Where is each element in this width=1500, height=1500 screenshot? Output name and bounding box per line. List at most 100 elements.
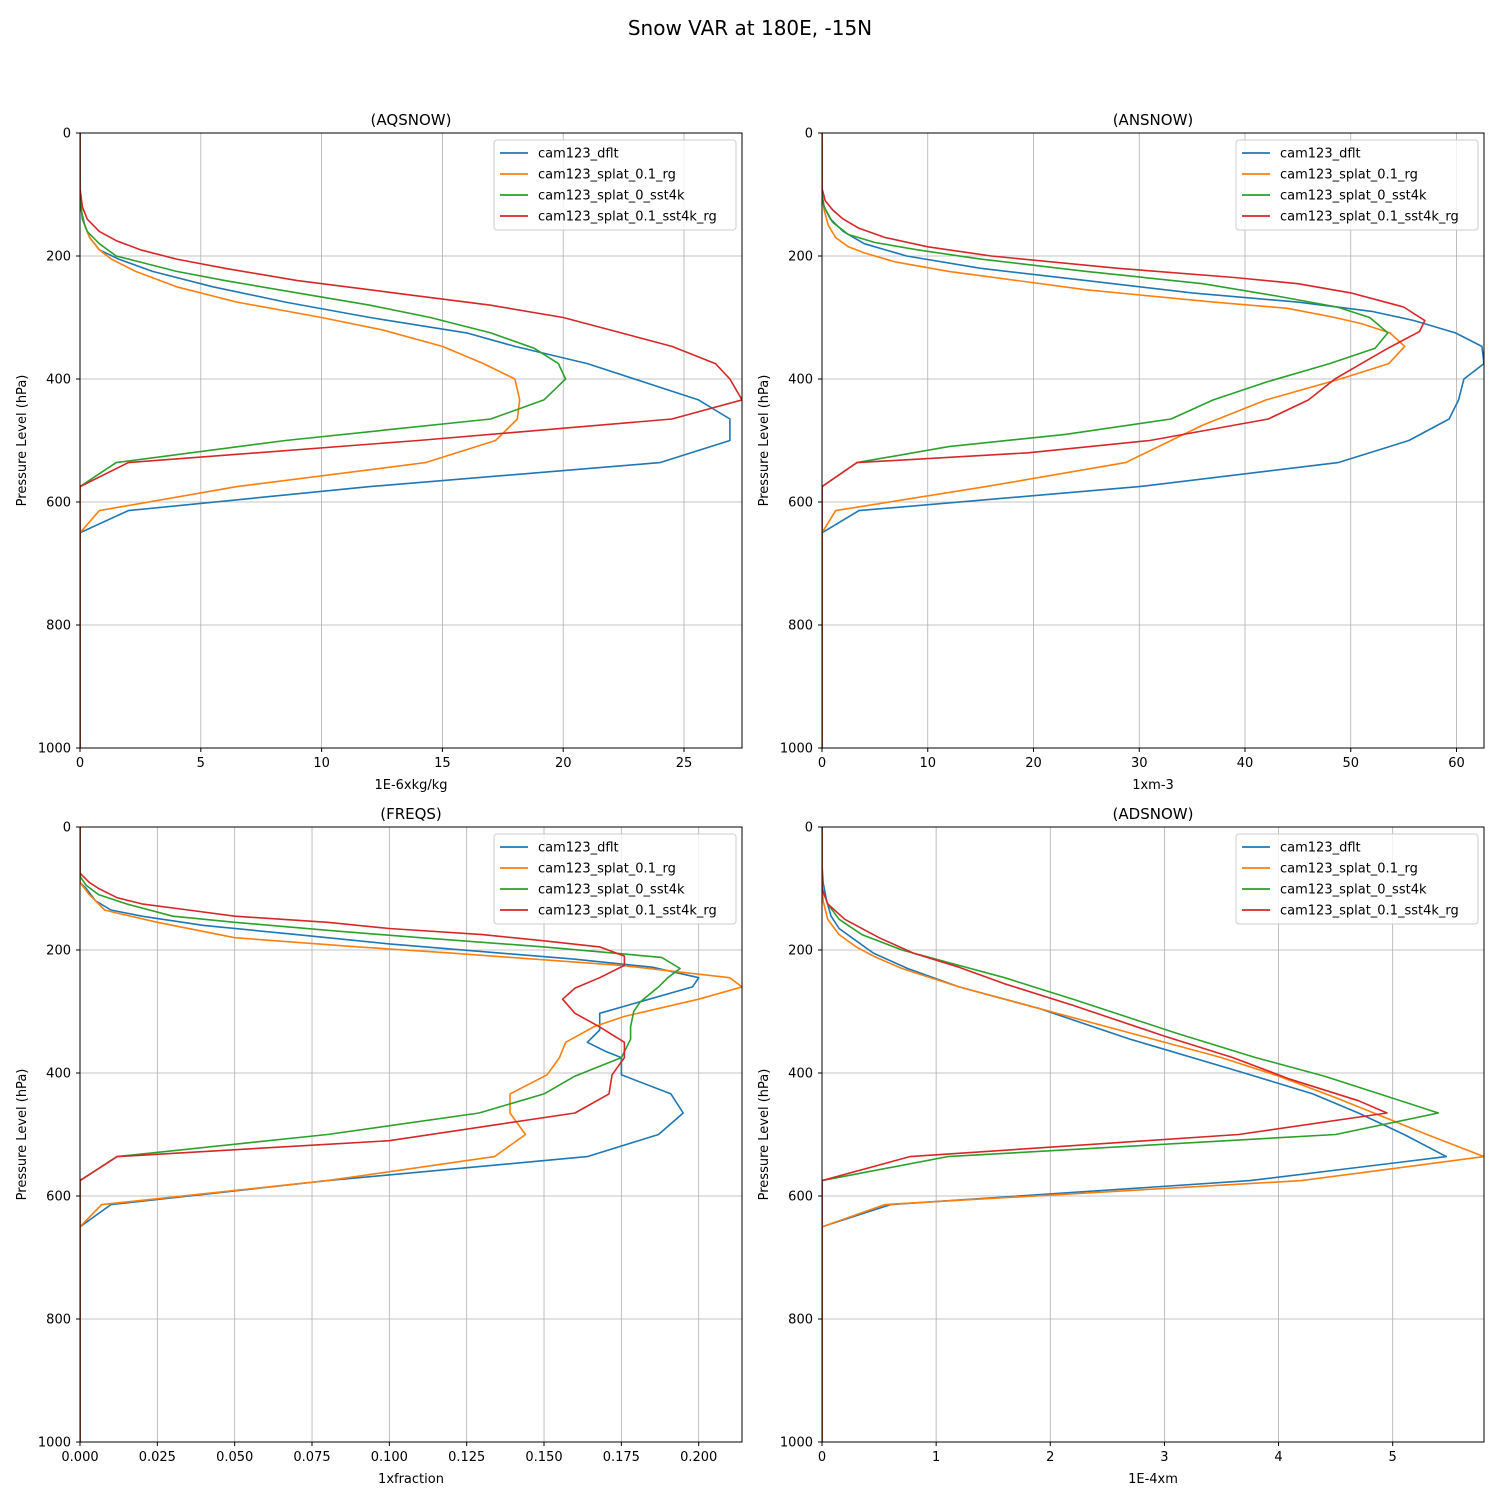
panel-title: (ADSNOW)	[1113, 805, 1194, 823]
legend-label: cam123_splat_0_sst4k	[1280, 883, 1427, 898]
y-tick-label: 400	[46, 373, 71, 388]
chart-panel-4: 0 1 2 3 4 5 0 200 400 600 800 1000 (ADSNOW) 1E-4xm Pre…	[757, 805, 1485, 1487]
legend-label: cam123_splat_0.1_sst4k_rg	[1280, 904, 1459, 919]
series-line-cam123_splat_0.1_rg	[80, 133, 521, 748]
x-tick-label: 5	[1389, 1450, 1397, 1465]
legend-label: cam123_splat_0.1_rg	[1280, 862, 1418, 877]
x-tick-label: 0.125	[448, 1450, 485, 1465]
series-line-cam123_splat_0_sst4k	[80, 133, 567, 748]
panel-title: (ANSNOW)	[1113, 111, 1194, 129]
x-tick-label: 0.175	[603, 1450, 640, 1465]
axes-frame	[821, 132, 1485, 749]
x-tick-label: 15	[434, 756, 451, 771]
series-line-cam123_splat_0_sst4k	[822, 827, 1440, 1442]
axes-frame	[821, 826, 1485, 1443]
legend: cam123_dflt cam123_splat_0.1_rg cam123_spl…	[493, 139, 737, 231]
x-tick-label: 40	[1237, 756, 1254, 771]
legend-label: cam123_splat_0.1_sst4k_rg	[1280, 210, 1459, 225]
series-line-cam123_splat_0_sst4k	[822, 133, 1389, 748]
x-axis-label: 1E-6xkg/kg	[374, 778, 447, 793]
panel-title: (AQSNOW)	[371, 111, 452, 129]
series-line-cam123_dflt	[822, 827, 1448, 1442]
x-tick-label: 30	[1131, 756, 1148, 771]
y-tick-label: 0	[805, 821, 813, 836]
legend-box	[493, 833, 737, 925]
x-tick-label: 10	[919, 756, 936, 771]
x-tick-label: 0.150	[525, 1450, 562, 1465]
x-tick-label: 50	[1342, 756, 1359, 771]
legend-label: cam123_dflt	[538, 147, 619, 162]
legend-label: cam123_splat_0.1_rg	[538, 168, 676, 183]
legend-box	[1235, 139, 1479, 231]
chart-panel-1: 0 5 10 15 20 25 0 200 400 600 800 1000 (AQSNOW) 1E-6x…	[15, 111, 743, 793]
series-line-cam123_splat_0.1_sst4k_rg	[80, 827, 626, 1442]
legend-box	[1235, 833, 1479, 925]
series-group	[822, 133, 1484, 748]
y-tick-label: 400	[788, 373, 813, 388]
x-tick-label: 3	[1160, 1450, 1168, 1465]
x-tick-label: 0.200	[680, 1450, 717, 1465]
series-line-cam123_dflt	[80, 827, 700, 1442]
y-tick-label: 1000	[780, 1436, 813, 1451]
series-line-cam123_splat_0.1_rg	[822, 827, 1484, 1442]
legend-box	[493, 139, 737, 231]
legend-label: cam123_splat_0.1_rg	[1280, 168, 1418, 183]
x-tick-label: 4	[1274, 1450, 1282, 1465]
y-tick-label: 200	[788, 250, 813, 265]
x-tick-label: 1	[932, 1450, 940, 1465]
chart-panel-3: 0.000 0.025 0.050 0.075 0.100 0.125 0.150 0.175…	[15, 805, 743, 1487]
x-tick-label: 20	[1025, 756, 1042, 771]
x-tick-label: 0	[76, 756, 84, 771]
y-tick-label: 1000	[38, 742, 71, 757]
x-axis-label: 1E-4xm	[1128, 1472, 1178, 1487]
x-tick-label: 5	[197, 756, 205, 771]
legend-label: cam123_splat_0_sst4k	[538, 189, 685, 204]
y-axis-label: Pressure Level (hPa)	[15, 1069, 30, 1201]
panel-title: (FREQS)	[380, 805, 442, 823]
y-tick-label: 800	[788, 619, 813, 634]
legend-label: cam123_dflt	[1280, 147, 1361, 162]
legend-label: cam123_splat_0.1_rg	[538, 862, 676, 877]
x-tick-label: 25	[676, 756, 693, 771]
legend-label: cam123_splat_0_sst4k	[1280, 189, 1427, 204]
y-tick-label: 800	[46, 1313, 71, 1328]
y-tick-label: 400	[788, 1067, 813, 1082]
y-tick-label: 800	[46, 619, 71, 634]
x-tick-label: 20	[555, 756, 572, 771]
y-tick-label: 0	[63, 127, 71, 142]
series-line-cam123_splat_0.1_rg	[80, 827, 742, 1442]
x-axis-label: 1xm-3	[1132, 778, 1174, 793]
y-axis-label: Pressure Level (hPa)	[757, 375, 772, 507]
legend-label: cam123_splat_0.1_sst4k_rg	[538, 904, 717, 919]
y-tick-label: 600	[46, 1190, 71, 1205]
series-line-cam123_splat_0_sst4k	[80, 827, 681, 1442]
y-tick-label: 200	[46, 944, 71, 959]
y-tick-label: 600	[46, 496, 71, 511]
x-tick-label: 2	[1046, 1450, 1054, 1465]
y-axis-label: Pressure Level (hPa)	[757, 1069, 772, 1201]
y-tick-label: 600	[788, 1190, 813, 1205]
chart-panel-2: 0 10 20 30 40 50 6002004006008001000(ANSNOW)1x…	[757, 111, 1485, 793]
legend: cam123_dflt cam123_splat_0.1_rg cam123_spl…	[493, 833, 737, 925]
x-tick-label: 0.025	[139, 1450, 176, 1465]
y-tick-label: 0	[63, 821, 71, 836]
y-tick-label: 600	[788, 496, 813, 511]
y-axis-label: Pressure Level (hPa)	[15, 375, 30, 507]
y-tick-label: 400	[46, 1067, 71, 1082]
series-group	[80, 827, 742, 1442]
y-tick-label: 1000	[38, 1436, 71, 1451]
y-tick-label: 800	[788, 1313, 813, 1328]
series-line-cam123_splat_0.1_sst4k_rg	[822, 827, 1388, 1442]
legend-label: cam123_dflt	[538, 841, 619, 856]
y-tick-label: 1000	[780, 742, 813, 757]
x-tick-label: 0	[818, 756, 826, 771]
legend: cam123_dflt cam123_splat_0.1_rg cam123_spl…	[1235, 833, 1479, 925]
y-tick-label: 200	[788, 944, 813, 959]
legend-label: cam123_splat_0_sst4k	[538, 883, 685, 898]
series-group	[822, 827, 1484, 1442]
y-tick-label: 0	[805, 127, 813, 142]
legend: cam123_dflt cam123_splat_0.1_rg cam123_spl…	[1235, 139, 1479, 231]
y-tick-label: 200	[46, 250, 71, 265]
series-group	[80, 133, 742, 748]
